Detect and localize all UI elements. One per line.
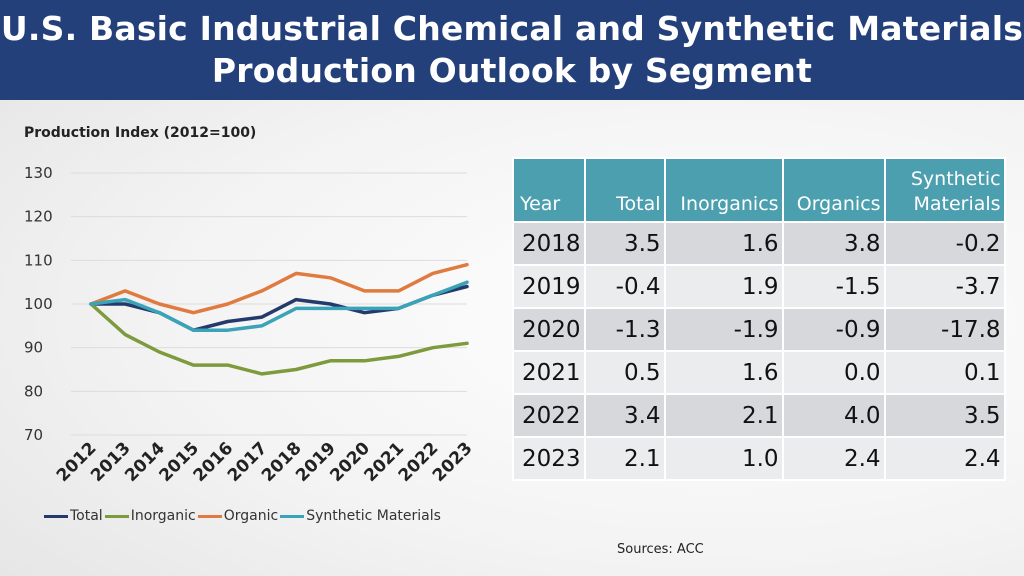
y-tick-label-70: 70 xyxy=(24,426,43,444)
legend-item-total: Total xyxy=(44,508,103,524)
table-row: 2022 3.4 2.1 4.0 3.5 xyxy=(512,393,1006,438)
table-row: 2018 3.5 1.6 3.8 -0.2 xyxy=(512,221,1006,266)
cell-synthetic: -3.7 xyxy=(883,264,1006,309)
cell-total: 0.5 xyxy=(583,350,666,395)
cell-synthetic: -17.8 xyxy=(883,307,1006,352)
table-row: 2019 -0.4 1.9 -1.5 -3.7 xyxy=(512,264,1006,309)
cell-total: -0.4 xyxy=(583,264,666,309)
y-tick-label-80: 80 xyxy=(24,382,43,400)
table-row: 2021 0.5 1.6 0.0 0.1 xyxy=(512,350,1006,395)
chart-legend: Total Inorganic Organic Synthetic Materi… xyxy=(44,508,443,524)
page-title-line2: Production Outlook by Segment xyxy=(211,51,813,90)
y-tick-label-90: 90 xyxy=(24,339,43,357)
header-total: Total xyxy=(583,157,666,223)
legend-swatch-synthetic xyxy=(280,514,305,518)
inorganic-line xyxy=(89,302,469,376)
legend-swatch-total xyxy=(44,514,68,518)
legend-item-organic: Organic xyxy=(197,508,279,524)
growth-table: Year Total Inorganics Organics Synthetic… xyxy=(512,157,1006,481)
cell-inorganics: 1.0 xyxy=(663,436,784,481)
cell-inorganics: 1.6 xyxy=(663,350,784,395)
header-year: Year xyxy=(512,157,586,223)
synthetic-materials-line xyxy=(89,280,469,332)
legend-item-inorganic: Inorganic xyxy=(104,508,196,524)
y-tick-label-130: 130 xyxy=(24,164,53,182)
cell-inorganics: 2.1 xyxy=(663,393,784,438)
cell-synthetic: 0.1 xyxy=(883,350,1006,395)
cell-organics: 3.8 xyxy=(781,221,886,266)
cell-organics: 2.4 xyxy=(781,436,886,481)
cell-organics: -1.5 xyxy=(781,264,886,309)
legend-item-synthetic: Synthetic Materials xyxy=(280,508,441,524)
y-tick-label-100: 100 xyxy=(24,295,53,313)
cell-total: -1.3 xyxy=(583,307,666,352)
source-note: Sources: ACC xyxy=(617,542,704,557)
cell-year: 2023 xyxy=(512,436,586,481)
header-organics: Organics xyxy=(781,157,886,223)
legend-swatch-organic xyxy=(197,514,222,518)
cell-synthetic: -0.2 xyxy=(883,221,1006,266)
y-axis-title: Production Index (2012=100) xyxy=(24,125,257,141)
title-banner: U.S. Basic Industrial Chemical and Synth… xyxy=(0,0,1024,100)
cell-synthetic: 3.5 xyxy=(883,393,1006,438)
legend-label-organic: Organic xyxy=(223,508,279,524)
cell-inorganics: 1.6 xyxy=(663,221,784,266)
cell-inorganics: 1.9 xyxy=(663,264,784,309)
legend-swatch-inorganic xyxy=(104,514,129,518)
legend-label-total: Total xyxy=(70,508,103,524)
header-synthetic-materials: Synthetic Materials xyxy=(883,157,1006,223)
cell-inorganics: -1.9 xyxy=(663,307,784,352)
cell-year: 2020 xyxy=(512,307,586,352)
cell-organics: -0.9 xyxy=(781,307,886,352)
organic-line xyxy=(89,262,469,315)
cell-year: 2022 xyxy=(512,393,586,438)
table-row: 2020 -1.3 -1.9 -0.9 -17.8 xyxy=(512,307,1006,352)
x-tick-label-2023: 2023 xyxy=(429,438,477,486)
cell-total: 3.4 xyxy=(583,393,666,438)
cell-year: 2018 xyxy=(512,221,586,266)
line-chart: 7080901001101201302012201320142015201620… xyxy=(24,164,477,486)
cell-total: 2.1 xyxy=(583,436,666,481)
legend-label-inorganic: Inorganic xyxy=(130,508,196,524)
cell-organics: 0.0 xyxy=(781,350,886,395)
page-title-line1: U.S. Basic Industrial Chemical and Synth… xyxy=(0,9,1024,48)
table-row: 2023 2.1 1.0 2.4 2.4 xyxy=(512,436,1006,481)
cell-synthetic: 2.4 xyxy=(883,436,1006,481)
table-header-row: Year Total Inorganics Organics Synthetic… xyxy=(512,157,1006,223)
y-tick-label-110: 110 xyxy=(24,251,53,269)
cell-total: 3.5 xyxy=(583,221,666,266)
cell-year: 2019 xyxy=(512,264,586,309)
legend-label-synthetic: Synthetic Materials xyxy=(306,508,441,524)
header-inorganics: Inorganics xyxy=(663,157,784,223)
cell-year: 2021 xyxy=(512,350,586,395)
cell-organics: 4.0 xyxy=(781,393,886,438)
y-tick-label-120: 120 xyxy=(24,208,53,226)
